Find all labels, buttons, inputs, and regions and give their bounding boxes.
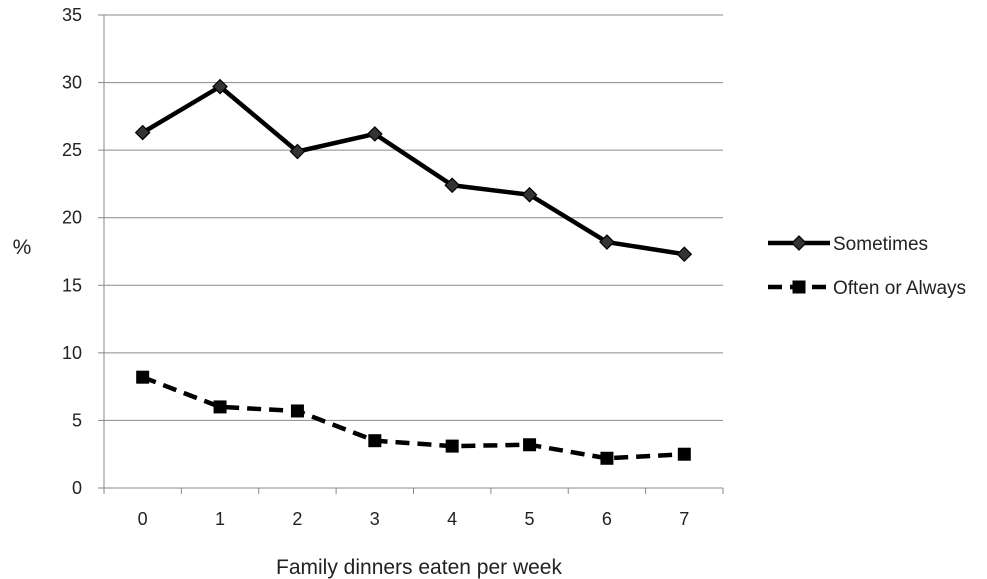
x-tick-labels: 0 1 2 3 4 5 6 7 bbox=[138, 509, 690, 529]
x-tick-label: 5 bbox=[525, 509, 535, 529]
series-layer bbox=[134, 78, 693, 465]
grid-lines bbox=[104, 14, 723, 421]
data-point bbox=[677, 447, 691, 461]
series-sometimes bbox=[134, 78, 693, 263]
data-point bbox=[445, 439, 459, 453]
data-point bbox=[289, 143, 306, 160]
y-tick-label: 5 bbox=[72, 410, 82, 430]
data-point bbox=[366, 126, 383, 142]
data-point bbox=[523, 438, 537, 452]
legend-marker bbox=[791, 235, 807, 251]
axes bbox=[98, 14, 724, 494]
y-tick-label: 20 bbox=[62, 208, 82, 228]
data-point bbox=[213, 400, 227, 414]
data-point bbox=[134, 124, 151, 141]
y-tick-labels: 0 5 10 15 20 25 30 35 bbox=[62, 5, 82, 498]
data-point bbox=[600, 451, 614, 465]
x-tick-label: 4 bbox=[447, 509, 457, 529]
data-point bbox=[368, 434, 382, 448]
data-point bbox=[599, 234, 615, 250]
legend-marker bbox=[792, 280, 806, 294]
x-tick-label: 3 bbox=[370, 509, 380, 529]
data-point bbox=[290, 404, 304, 418]
y-axis-label: % bbox=[13, 236, 32, 259]
data-point bbox=[212, 78, 228, 95]
y-tick-label: 25 bbox=[62, 140, 82, 160]
legend-item: Sometimes bbox=[768, 234, 928, 255]
y-tick-label: 30 bbox=[62, 73, 82, 93]
series-line bbox=[141, 375, 685, 461]
legend: Sometimes Often or Always bbox=[768, 234, 966, 299]
legend-item: Often or Always bbox=[768, 278, 966, 299]
series-often-or-always bbox=[136, 370, 691, 465]
x-tick-label: 7 bbox=[679, 509, 689, 529]
series-line bbox=[141, 84, 685, 257]
y-tick-label: 35 bbox=[62, 5, 82, 25]
data-point bbox=[444, 177, 461, 194]
data-point bbox=[136, 370, 150, 384]
data-point bbox=[521, 186, 538, 203]
legend-label: Often or Always bbox=[833, 278, 966, 299]
x-tick-label: 0 bbox=[138, 509, 148, 529]
x-tick-label: 1 bbox=[215, 509, 225, 529]
x-tick-label: 2 bbox=[292, 509, 302, 529]
y-tick-label: 10 bbox=[62, 343, 82, 363]
y-tick-label: 0 bbox=[72, 478, 82, 498]
x-axis-label: Family dinners eaten per week bbox=[276, 556, 562, 579]
data-point bbox=[676, 246, 693, 263]
legend-label: Sometimes bbox=[833, 234, 928, 255]
x-tick-label: 6 bbox=[602, 509, 612, 529]
y-tick-label: 15 bbox=[62, 275, 82, 295]
